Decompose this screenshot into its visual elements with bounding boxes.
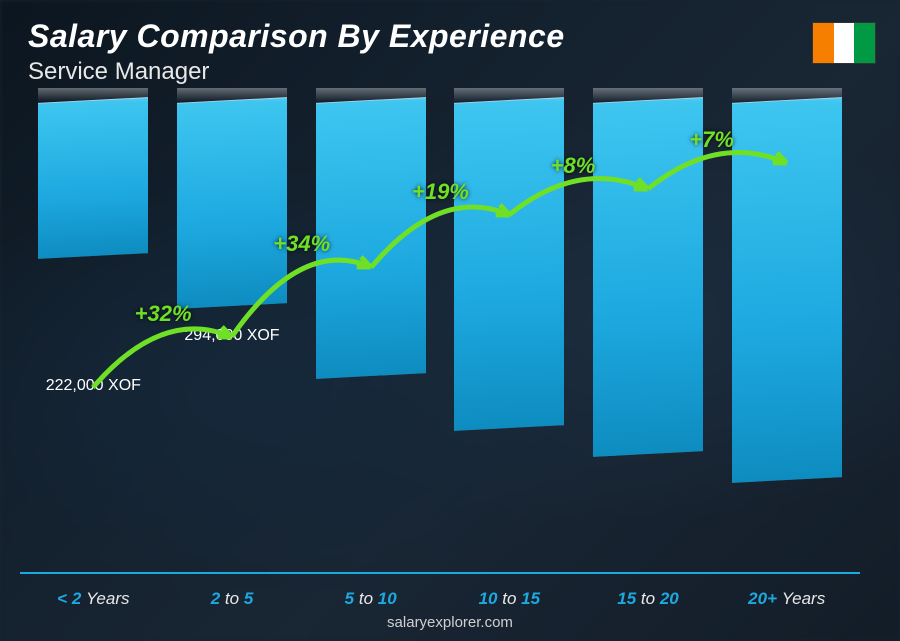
bar-group: 294,000 XOF: [169, 100, 296, 571]
x-axis-label: 20+ Years: [723, 589, 850, 609]
bar-fill: [316, 97, 426, 379]
bar: [177, 97, 287, 309]
flag-icon: [812, 22, 876, 64]
flag-stripe-2: [834, 23, 855, 63]
bar-fill: [593, 97, 703, 457]
x-axis-label: 2 to 5: [169, 589, 296, 609]
page-subtitle: Service Manager: [28, 58, 209, 86]
bar: [732, 97, 842, 483]
x-axis-label: 10 to 15: [446, 589, 573, 609]
bar-group: 393,000 XOF: [307, 100, 434, 571]
bar-fill: [38, 97, 148, 259]
bar: [593, 97, 703, 457]
flag-stripe-3: [854, 23, 875, 63]
bar-chart: 222,000 XOF 294,000 XOF 393,000 XOF468,000…: [30, 100, 850, 571]
x-axis-labels: < 2 Years 2 to 5 5 to 10 10 to 15 15 to 20 20…: [30, 589, 850, 609]
footer-credit: salaryexplorer.com: [0, 614, 900, 631]
bar-value-label: 222,000 XOF: [46, 377, 141, 395]
bar: [316, 97, 426, 379]
page-title: Salary Comparison By Experience: [28, 18, 565, 55]
bar-value-label: 294,000 XOF: [184, 327, 279, 345]
bar-fill: [177, 97, 287, 309]
bar-group: 542,000 XOF: [723, 100, 850, 571]
x-axis-label: 5 to 10: [307, 589, 434, 609]
x-axis-label: 15 to 20: [585, 589, 712, 609]
bar: [454, 97, 564, 431]
flag-stripe-1: [813, 23, 834, 63]
bar-group: 468,000 XOF: [446, 100, 573, 571]
x-axis-label: < 2 Years: [30, 589, 157, 609]
x-axis-line: [20, 572, 860, 574]
bar-group: 505,000 XOF: [585, 100, 712, 571]
chart-container: Salary Comparison By Experience Service …: [0, 0, 900, 641]
bar-group: 222,000 XOF: [30, 100, 157, 571]
bar-fill: [454, 97, 564, 431]
bar: [38, 97, 148, 259]
bar-fill: [732, 97, 842, 483]
